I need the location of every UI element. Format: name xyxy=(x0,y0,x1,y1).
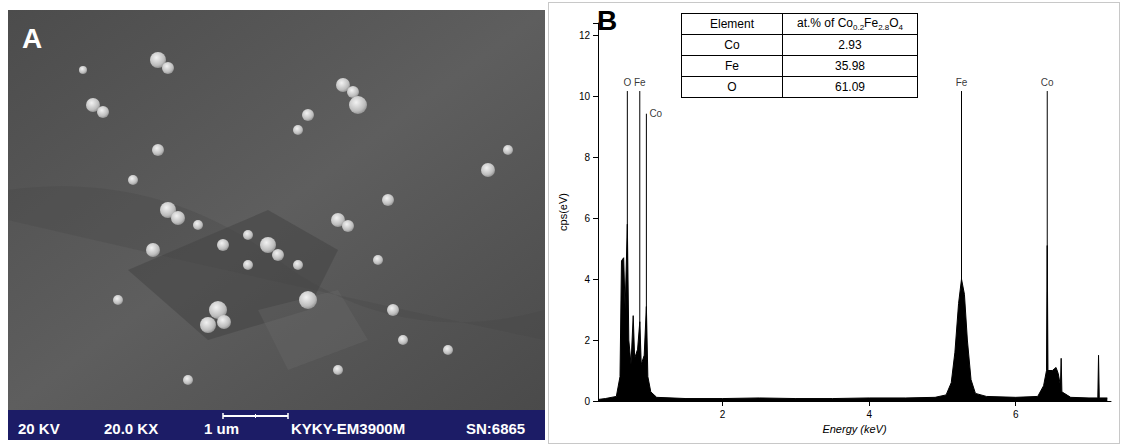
svg-text:Energy (keV): Energy (keV) xyxy=(822,423,887,435)
html-text:35.98: 35.98 xyxy=(835,59,865,74)
svg-text:Co: Co xyxy=(1041,77,1054,88)
svg-text:10: 10 xyxy=(579,91,591,102)
svg-text:1 um: 1 um xyxy=(204,420,239,437)
html-text:61.09: 61.09 xyxy=(835,80,865,95)
svg-text:Co: Co xyxy=(649,108,662,119)
html-text:Element: Element xyxy=(710,17,754,32)
html-text:O: O xyxy=(727,80,737,95)
html-text:B: B xyxy=(597,5,618,36)
html-text:at.% of Co0.2Fe2.8O4: at.% of Co0.2Fe2.8O4 xyxy=(797,16,903,33)
svg-text:Fe: Fe xyxy=(634,77,646,88)
svg-text:20.0 KX: 20.0 KX xyxy=(104,420,158,437)
svg-text:4: 4 xyxy=(584,274,590,285)
svg-text:6: 6 xyxy=(1013,409,1019,420)
html-text:Fe: Fe xyxy=(725,59,739,74)
svg-text:4: 4 xyxy=(866,409,872,420)
svg-text:SN:6865: SN:6865 xyxy=(466,420,525,437)
svg-text:2: 2 xyxy=(584,335,590,346)
svg-text:O: O xyxy=(623,77,631,88)
svg-text:12: 12 xyxy=(579,30,591,41)
svg-text:A: A xyxy=(22,23,42,54)
svg-text:6: 6 xyxy=(584,213,590,224)
html-text:Co: Co xyxy=(724,38,740,53)
svg-text:cps(eV): cps(eV) xyxy=(557,193,569,231)
svg-text:0: 0 xyxy=(584,396,590,407)
svg-text:20 KV: 20 KV xyxy=(18,420,60,437)
html-text:2.93: 2.93 xyxy=(838,38,862,53)
svg-text:2: 2 xyxy=(720,409,726,420)
svg-text:8: 8 xyxy=(584,152,590,163)
svg-text:KYKY-EM3900M: KYKY-EM3900M xyxy=(291,420,405,437)
svg-text:Fe: Fe xyxy=(956,77,968,88)
